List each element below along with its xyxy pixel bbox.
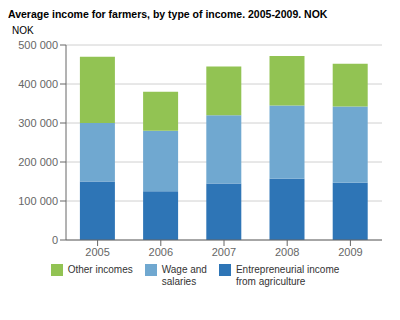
svg-text:200 000: 200 000 [18,156,58,168]
svg-text:2008: 2008 [275,246,299,258]
svg-text:2009: 2009 [338,246,362,258]
svg-text:0: 0 [52,234,58,246]
html-text:Entrepreneurial income from ag: Entrepreneurial income from agriculture [235,264,340,287]
svg-text:2006: 2006 [149,246,173,258]
svg-text:300 000: 300 000 [18,117,58,129]
svg-text:2005: 2005 [85,246,109,258]
svg-text:500 000: 500 000 [18,39,58,51]
html-text:Wage and salaries: Wage and salaries [161,264,207,287]
html-text:Other incomes: Other incomes [67,264,133,275]
svg-text:400 000: 400 000 [18,78,58,90]
html-text:NOK: NOK [12,25,34,36]
svg-text:100 000: 100 000 [18,195,58,207]
svg-text:2007: 2007 [212,246,236,258]
html-text:Average income for farmers, by: Average income for farmers, by type of i… [8,8,328,20]
